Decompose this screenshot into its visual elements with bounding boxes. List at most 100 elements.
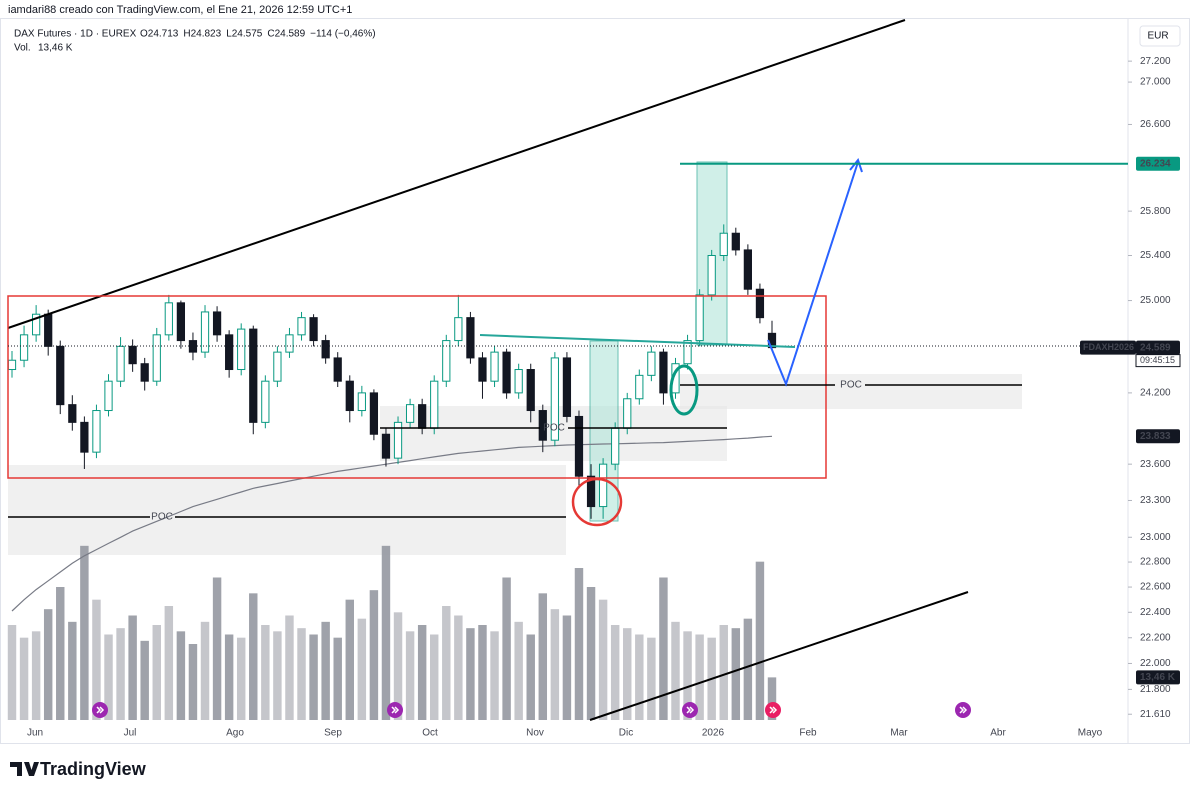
candle-body — [707, 254, 716, 296]
legend-ohlc: L24.575 — [226, 29, 263, 40]
volume-bar — [478, 625, 487, 720]
y-tick-label: 24.200 — [1140, 388, 1171, 399]
volume-bar — [574, 568, 584, 720]
projection-arrow — [767, 161, 859, 387]
y-tick-label: 21.610 — [1140, 709, 1171, 720]
candle-body — [200, 311, 210, 353]
legend-ohlc: O24.713 — [140, 29, 179, 40]
candle-body — [405, 404, 415, 423]
event-icon-arrow — [769, 706, 778, 714]
y-tick-label: 25.400 — [1140, 250, 1171, 261]
x-tick-label: Feb — [799, 728, 817, 739]
candle-body — [56, 345, 65, 406]
volume-bar — [333, 637, 342, 720]
candle-body — [309, 317, 318, 342]
poc-label: POC — [543, 423, 565, 434]
volume-bar — [249, 593, 258, 720]
volume-bar — [345, 599, 354, 720]
candle-body — [466, 317, 475, 359]
volume-bar — [550, 609, 560, 720]
volume-bar — [767, 677, 777, 720]
volume-bar — [454, 615, 463, 720]
volume-tag — [1136, 670, 1180, 685]
logo: TradingView — [40, 759, 147, 779]
candle-body — [755, 288, 765, 319]
volume-bar — [647, 637, 656, 720]
y-tick-label: 25.800 — [1140, 206, 1171, 217]
candle-body — [68, 404, 77, 423]
volume-bar — [381, 545, 391, 720]
candle-body — [152, 334, 161, 382]
symbol-tag — [1080, 340, 1136, 355]
candle-body — [719, 232, 728, 256]
candle-body — [273, 351, 282, 382]
volume-zone — [8, 465, 566, 555]
volume-bar — [526, 634, 535, 720]
volume-bar — [514, 621, 523, 720]
volume-bar — [755, 561, 765, 720]
x-tick-label: 2026 — [702, 728, 725, 739]
arrow-head — [849, 157, 863, 173]
moving-average — [11, 435, 773, 612]
volume-bar — [152, 625, 161, 720]
candle-body — [454, 317, 463, 342]
x-tick-label: Dic — [619, 728, 633, 739]
poc-label: POC — [840, 380, 862, 391]
candle-body — [586, 475, 596, 508]
y-tick-label: 25.000 — [1140, 295, 1171, 306]
candle-body — [92, 410, 101, 453]
volume-bar — [116, 628, 125, 720]
candle-body — [562, 357, 572, 417]
price-tag — [1136, 429, 1180, 444]
y-tick-label: 22.200 — [1140, 632, 1171, 643]
volume-bar — [659, 577, 668, 720]
volume-bar — [261, 625, 270, 720]
volume-tag-label: 13,46 K — [1140, 672, 1176, 683]
legend-ohlc: C24.589 — [267, 29, 305, 40]
volume-bar — [442, 606, 451, 720]
candle-body — [369, 392, 379, 435]
candle-body — [442, 340, 451, 382]
candle-body — [647, 351, 656, 376]
circle-mark — [669, 364, 699, 416]
circle-mark — [571, 477, 623, 527]
chart-frame — [0, 18, 1190, 744]
volume-bar — [31, 631, 41, 720]
x-tick-label: Ago — [226, 728, 244, 739]
volume-bar — [43, 609, 53, 720]
trend-line — [589, 591, 969, 721]
candle-body — [490, 351, 499, 382]
volume-bar — [562, 615, 572, 720]
volume-bar — [56, 587, 65, 720]
candle-body — [32, 313, 41, 336]
candle-body — [357, 392, 366, 412]
candle-body — [659, 351, 668, 394]
volume-bar — [502, 577, 511, 720]
currency-button[interactable] — [1139, 25, 1181, 47]
currency[interactable]: EUR — [1147, 31, 1168, 42]
volume-bar — [405, 631, 415, 720]
price-tag — [1136, 156, 1180, 171]
y-tick-label: 27.000 — [1140, 77, 1171, 88]
volume-bar — [586, 587, 596, 720]
y-tick-label: 23.300 — [1140, 495, 1171, 506]
volume-bar — [598, 599, 608, 720]
countdown-tag — [1135, 354, 1181, 368]
candle-body — [695, 294, 704, 342]
y-tick-label: 22.800 — [1140, 557, 1171, 568]
legend-ohlc: H24.823 — [183, 29, 221, 40]
volume-bar — [466, 628, 475, 720]
x-tick-label: Jul — [124, 728, 137, 739]
volume-bar — [7, 625, 17, 720]
candle-body — [188, 340, 198, 353]
price-tag-label: 24.589 — [1140, 342, 1171, 353]
y-tick-label: 27.200 — [1140, 56, 1171, 67]
header: iamdari88 creado con TradingView.com, el… — [8, 4, 352, 16]
candle-body — [164, 302, 173, 336]
candle-body — [393, 421, 403, 459]
symbol-tag-label: FDAXH2026 — [1083, 342, 1134, 352]
candle-body — [225, 334, 234, 371]
candle-body — [140, 363, 149, 382]
event-icon-arrow — [959, 706, 968, 714]
